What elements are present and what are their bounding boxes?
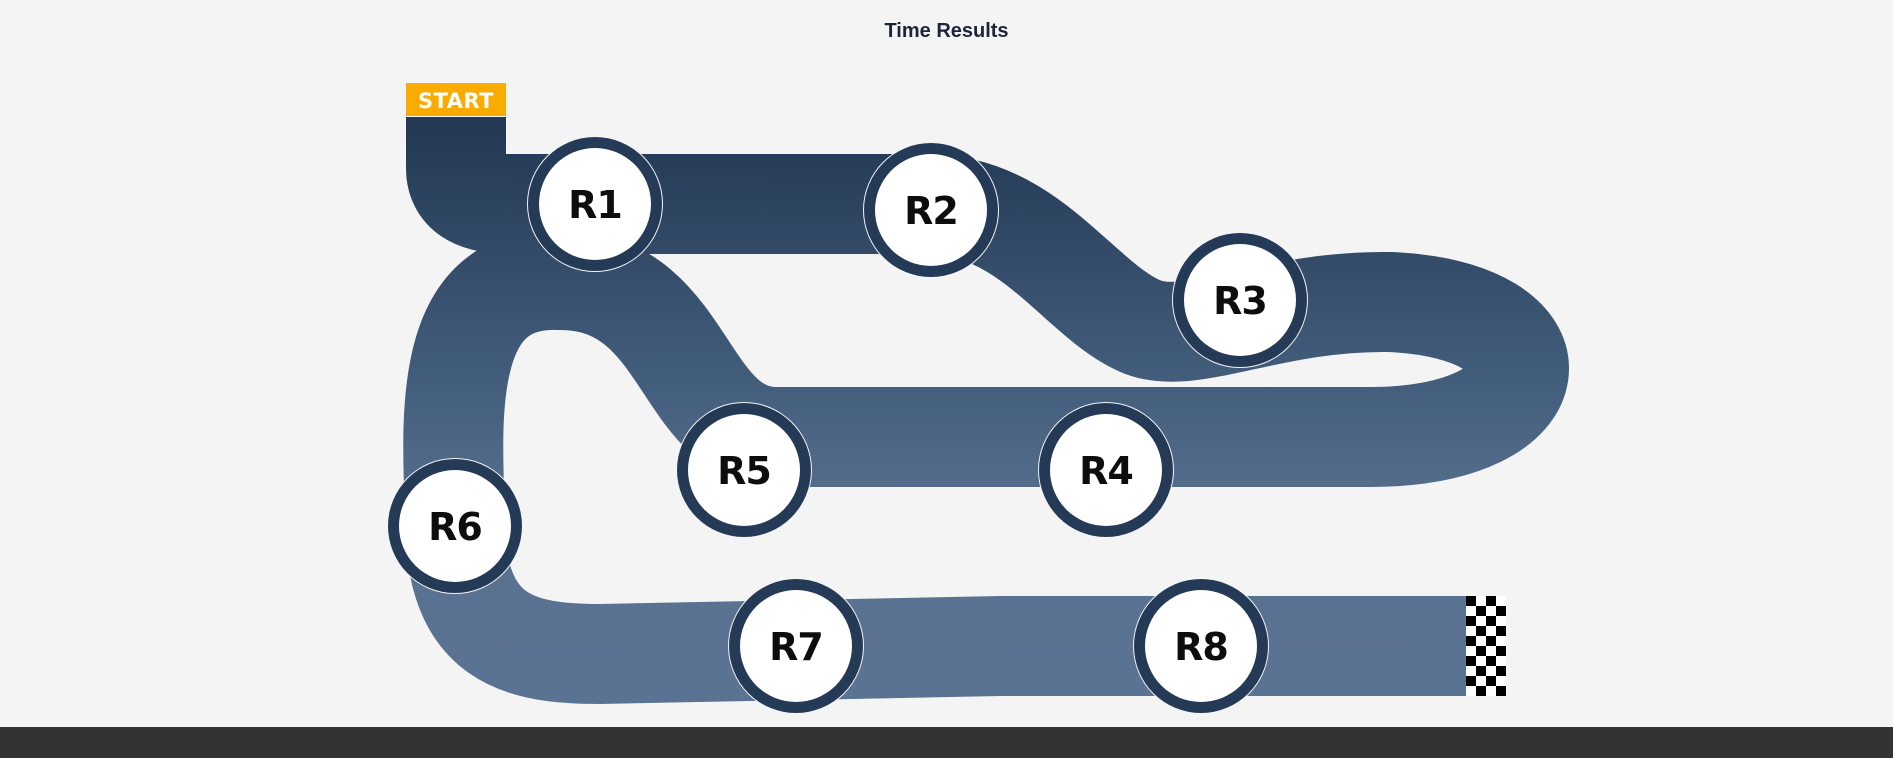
round-node-r1[interactable]: R1 bbox=[527, 136, 663, 272]
round-node-r7[interactable]: R7 bbox=[728, 578, 864, 714]
round-label: R5 bbox=[717, 449, 771, 493]
round-label: R8 bbox=[1174, 625, 1228, 669]
start-badge: START bbox=[406, 83, 506, 116]
start-label: START bbox=[418, 89, 494, 113]
round-node-r4[interactable]: R4 bbox=[1038, 402, 1174, 538]
round-label: R3 bbox=[1213, 279, 1267, 323]
round-label: R2 bbox=[904, 189, 958, 233]
round-label: R7 bbox=[769, 625, 823, 669]
round-node-r2[interactable]: R2 bbox=[863, 142, 999, 278]
checkered-flag-icon bbox=[1466, 596, 1506, 696]
round-node-r3[interactable]: R3 bbox=[1172, 232, 1308, 368]
footer-bar bbox=[0, 727, 1893, 758]
round-label: R4 bbox=[1079, 449, 1133, 493]
race-track-diagram: START R1 R2 R3 R4 R5 R6 bbox=[387, 83, 1569, 714]
round-node-r5[interactable]: R5 bbox=[676, 402, 812, 538]
round-node-r8[interactable]: R8 bbox=[1133, 578, 1269, 714]
round-label: R6 bbox=[428, 505, 482, 549]
page-title: Time Results bbox=[884, 20, 1009, 42]
round-node-r6[interactable]: R6 bbox=[387, 458, 523, 594]
round-label: R1 bbox=[568, 183, 622, 227]
